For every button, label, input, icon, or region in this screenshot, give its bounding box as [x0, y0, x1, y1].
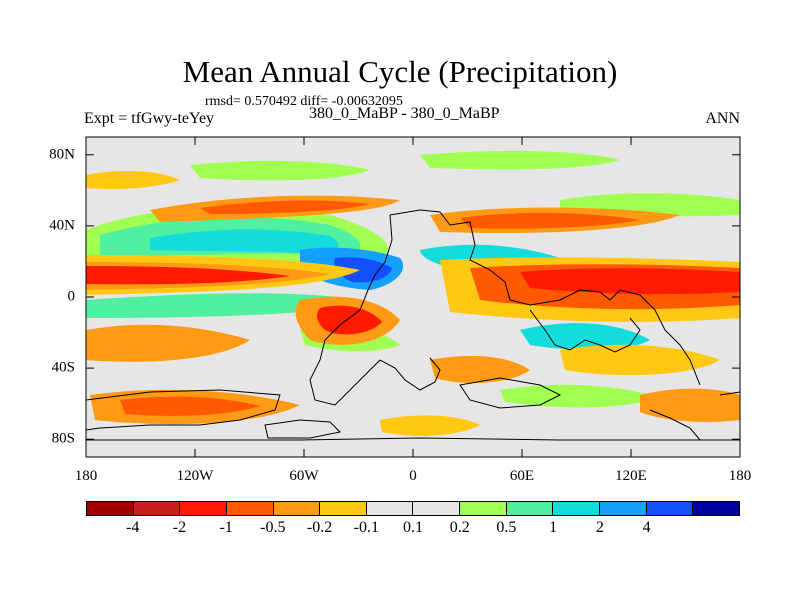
colorbar-label: 0.5 — [496, 519, 517, 536]
colorbar-bin — [646, 502, 694, 515]
colorbar-bin — [87, 502, 134, 515]
longitude-tick-label: 0 — [409, 468, 417, 484]
colorbar-label: -2 — [172, 519, 187, 536]
longitude-tick-label: 120E — [615, 468, 647, 484]
contour-negative — [640, 388, 740, 423]
contour-negative — [86, 324, 250, 362]
contour-positive — [150, 229, 339, 254]
colorbar-bin — [506, 502, 554, 515]
experiment-label: Expt = tfGwy-teYey — [84, 110, 215, 127]
colorbar-label: 1 — [549, 519, 558, 536]
latitude-tick-label: 80S — [51, 430, 75, 447]
coastline — [379, 357, 441, 391]
colorbar-bin — [180, 502, 227, 515]
contour-negative — [380, 415, 480, 436]
longitude-tick-label: 180 — [74, 468, 98, 484]
contour-negative — [520, 268, 740, 295]
contour-positive — [334, 257, 392, 283]
coastline — [85, 389, 281, 431]
tick-marks — [85, 137, 741, 457]
colorbar-label: 4 — [642, 519, 651, 536]
colorbar-label: 2 — [595, 519, 604, 536]
colorbar-bin — [553, 502, 601, 515]
longitude-tick-label: 60E — [509, 468, 535, 484]
colorbar-label: -4 — [126, 519, 140, 536]
colorbar-label: 0.1 — [403, 519, 423, 536]
contour-negative — [460, 212, 640, 229]
colorbar-label: 0.2 — [449, 519, 470, 536]
coastlines — [85, 209, 741, 441]
coastline — [389, 209, 701, 386]
coastline — [309, 214, 393, 406]
contour-negative — [430, 355, 530, 383]
colorbar-bin — [413, 502, 461, 515]
contour-positive — [420, 150, 620, 170]
contour-positive — [86, 293, 360, 318]
longitude-tick-label: 180 — [728, 468, 752, 484]
latitude-tick-label: 80N — [49, 146, 75, 163]
colorbar-bin — [366, 502, 414, 515]
coastline — [649, 409, 701, 441]
contour-positive — [520, 323, 650, 350]
colorbar-bin — [133, 502, 181, 515]
case-label: 380_0_MaBP - 380_0_MaBP — [309, 105, 500, 122]
colorbar-label: -1 — [219, 519, 233, 536]
latitude-tick-label: 0 — [67, 288, 76, 305]
season-label: ANN — [705, 110, 740, 127]
contour-negative — [200, 200, 370, 214]
latitude-tick-label: 40N — [49, 217, 75, 234]
colorbar-bin — [226, 502, 274, 515]
coastline — [86, 437, 740, 441]
contour-negative — [86, 170, 180, 190]
contour-negative — [120, 396, 260, 416]
colorbar-label: -0.5 — [260, 519, 286, 536]
colorbar-bin — [320, 502, 367, 515]
colorbar-bin — [693, 502, 739, 515]
colorbar-label: -0.2 — [306, 519, 333, 536]
coastline — [459, 377, 562, 409]
longitude-tick-label: 120W — [176, 468, 214, 484]
colorbar-bin — [460, 502, 507, 515]
contour-positive — [190, 160, 370, 181]
contour-field — [86, 150, 740, 436]
chart-title: Mean Annual Cycle (Precipitation) — [182, 54, 618, 89]
statistics-label: rmsd= 0.570492 diff= -0.00632095 — [205, 94, 403, 109]
colorbar-label: -0.1 — [353, 519, 379, 536]
contour-positive — [500, 384, 660, 408]
colorbar-bin — [600, 502, 647, 515]
contour-negative — [317, 305, 382, 335]
latitude-tick-label: 40S — [51, 359, 75, 376]
colorbar-bin — [273, 502, 321, 515]
coastline — [264, 419, 342, 439]
contour-negative — [86, 266, 290, 285]
colorbar — [86, 501, 740, 516]
longitude-tick-label: 60W — [289, 468, 319, 484]
coastline — [719, 391, 741, 396]
coastline — [529, 309, 641, 353]
contour-negative — [560, 344, 720, 376]
